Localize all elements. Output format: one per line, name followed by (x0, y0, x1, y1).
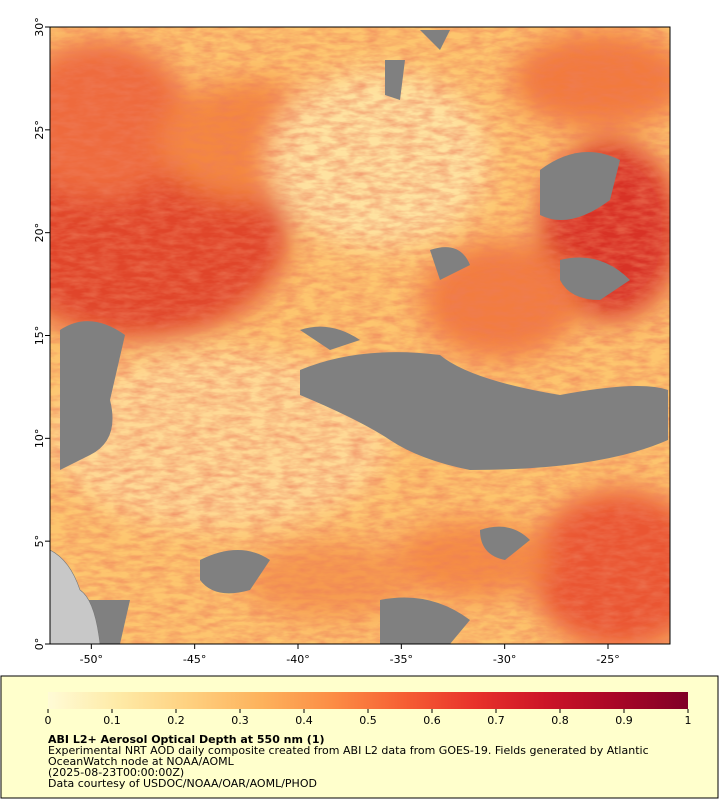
caption-title: ABI L2+ Aerosol Optical Depth at 550 nm … (48, 733, 325, 746)
colorbar-tick-label: 0.6 (423, 714, 441, 727)
x-tick-label: -45° (183, 653, 206, 666)
y-tick-label: 30° (33, 17, 46, 37)
colorbar-tick-label: 1 (685, 714, 692, 727)
caption-line: OceanWatch node at NOAA/AOML (48, 755, 235, 768)
y-tick-label: 25° (33, 120, 46, 140)
colorbar-tick-label: 0.3 (231, 714, 249, 727)
x-tick-label: -35° (390, 653, 413, 666)
y-tick-label: 20° (33, 223, 46, 243)
y-tick-label: 15° (33, 326, 46, 346)
x-tick-label: -30° (493, 653, 516, 666)
x-tick-label: -25° (596, 653, 619, 666)
y-tick-label: 5° (33, 535, 46, 548)
land (50, 549, 101, 644)
colorbar-tick-label: 0.9 (615, 714, 633, 727)
colorbar-tick-label: 0.2 (167, 714, 185, 727)
caption-credit: Data courtesy of USDOC/NOAA/OAR/AOML/PHO… (48, 777, 317, 790)
colorbar-tick-label: 0 (45, 714, 52, 727)
caption-line: Experimental NRT AOD daily composite cre… (48, 744, 649, 757)
colorbar-tick-label: 0.5 (359, 714, 377, 727)
y-tick-label: 0° (33, 638, 46, 651)
colorbar-tick-label: 0.1 (103, 714, 121, 727)
colorbar-tick-label: 0.8 (551, 714, 569, 727)
no-data-areas (60, 30, 668, 644)
map-raster (50, 27, 670, 644)
colorbar (48, 692, 688, 709)
x-tick-label: -40° (286, 653, 309, 666)
caption-timestamp: (2025-08-23T00:00:00Z) (48, 766, 184, 779)
x-tick-label: -50° (80, 653, 103, 666)
aod-texture (50, 27, 670, 644)
colorbar-tick-label: 0.4 (295, 714, 313, 727)
colorbar-tick-label: 0.7 (487, 714, 505, 727)
y-tick-label: 10° (33, 429, 46, 449)
